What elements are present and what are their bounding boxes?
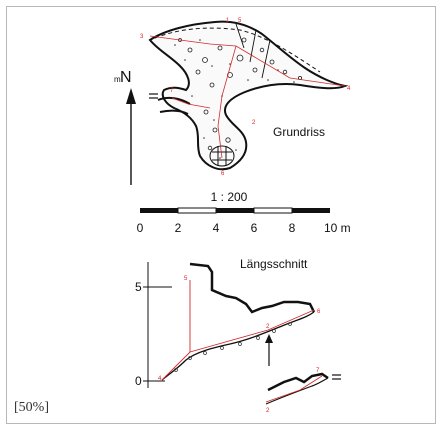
section-survey-line — [161, 309, 315, 381]
plan-station-label: 2 — [252, 120, 256, 126]
north-arrow — [126, 88, 136, 185]
north-prefix: m — [114, 75, 121, 84]
section-view: Längsschnitt 5 0 5 6 2 4 7 2 — [135, 257, 341, 414]
section-station-label: 7 — [316, 368, 320, 374]
scale-ratio: 1 : 200 — [211, 190, 248, 204]
plan-station-label: 4 — [347, 86, 351, 92]
axis-label: 5 — [135, 280, 142, 294]
section-inset-ceiling — [267, 372, 329, 392]
scale-tick: 4 — [213, 221, 220, 235]
plan-title: Grundriss — [273, 125, 325, 139]
plan-dots — [174, 39, 295, 159]
section-station-label: 2 — [266, 324, 270, 330]
plan-step-lines — [235, 23, 271, 79]
plan-station-label: 5 — [238, 18, 242, 24]
scale-tick: 6 — [251, 221, 258, 235]
section-station-label: 5 — [184, 276, 188, 282]
section-inset-floor — [265, 377, 329, 405]
plan-station-label: 3 — [140, 34, 144, 40]
plan-outline — [148, 20, 349, 171]
zoom-level: [50%] — [14, 400, 49, 415]
section-station-label: 2 — [266, 408, 270, 414]
plan-view: 3 1 5 7 4 2 6 m N Grundriss — [114, 18, 351, 185]
section-inset-connector — [332, 374, 341, 380]
plan-entrance-marker — [149, 93, 158, 99]
section-inset-survey — [265, 375, 323, 403]
plan-dripline — [154, 27, 321, 73]
plan-side-passage — [157, 96, 191, 115]
scale-tick: 0 — [137, 221, 144, 235]
plan-station-label: 1 — [226, 18, 230, 24]
plan-station-label: 6 — [221, 171, 225, 177]
scale-tick: 8 — [289, 221, 296, 235]
section-up-arrow — [265, 334, 273, 366]
scale-tick: 2 — [175, 221, 182, 235]
plan-survey-side — [171, 97, 211, 109]
section-ceiling — [189, 262, 316, 314]
section-station-label: 6 — [317, 309, 321, 315]
figure-frame — [6, 6, 436, 424]
scale-bar: 1 : 200 0 2 4 6 8 10 m — [137, 190, 351, 235]
section-station-label: 4 — [158, 376, 162, 382]
north-label: N — [120, 69, 132, 86]
axis-label: 0 — [135, 374, 142, 388]
section-title: Längsschnitt — [240, 257, 308, 271]
section-rubble — [174, 322, 292, 372]
section-floor — [161, 311, 315, 381]
scale-tick: 10 m — [324, 221, 351, 235]
plan-survey-branch — [217, 45, 237, 159]
plan-station-label: 7 — [170, 88, 174, 94]
plan-shaft — [209, 145, 235, 167]
